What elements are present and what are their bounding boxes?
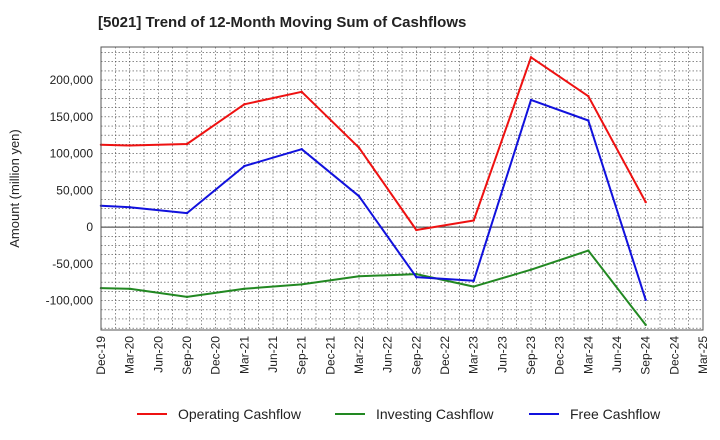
- data-point-operating-cashflow: [300, 90, 303, 94]
- data-point-operating-cashflow: [644, 200, 647, 204]
- x-tick-label: Dec-23: [553, 336, 567, 375]
- y-tick-label: 100,000: [50, 147, 94, 161]
- data-point-investing-cashflow: [587, 249, 590, 252]
- x-tick-label: Dec-21: [323, 336, 337, 375]
- y-tick-label: -100,000: [46, 294, 94, 308]
- data-point-operating-cashflow: [529, 56, 533, 59]
- x-tick-label: Mar-20: [123, 336, 137, 374]
- x-tick-label: Jun-23: [495, 336, 509, 373]
- y-tick-label: 200,000: [50, 73, 94, 87]
- data-point-operating-cashflow: [415, 228, 418, 232]
- data-point-investing-cashflow: [300, 283, 303, 286]
- series-layer: [99, 56, 647, 327]
- x-tick-label: Dec-22: [438, 336, 452, 375]
- data-point-free-cashflow: [529, 98, 533, 102]
- data-point-free-cashflow: [644, 298, 647, 302]
- data-point-operating-cashflow: [357, 146, 361, 149]
- x-tick-label: Dec-24: [667, 336, 681, 375]
- data-point-free-cashflow: [128, 206, 131, 209]
- y-tick-labels: -100,000 -50,000 0 50,000 100,000 150,000 200,…: [46, 73, 94, 308]
- legend: Operating Cashflow Investing Cashflow Free…: [137, 406, 661, 422]
- y-tick-label: -50,000: [52, 257, 93, 271]
- legend-label-operating-cashflow: Operating Cashflow: [178, 406, 302, 422]
- y-tick-label: 0: [86, 220, 93, 234]
- data-point-investing-cashflow: [529, 268, 533, 271]
- data-point-investing-cashflow: [185, 295, 189, 299]
- data-point-free-cashflow: [357, 195, 361, 198]
- data-point-free-cashflow: [587, 119, 590, 122]
- x-tick-label: Mar-22: [352, 336, 366, 374]
- x-tick-labels: Dec-19 Mar-20 Jun-20 Sep-20 Dec-20 Mar-21 Jun-…: [94, 336, 710, 375]
- y-tick-label: 150,000: [50, 110, 94, 124]
- data-point-operating-cashflow: [128, 144, 131, 147]
- data-point-investing-cashflow: [357, 275, 361, 278]
- x-tick-label: Jun-22: [381, 336, 395, 373]
- x-tick-label: Jun-24: [610, 336, 624, 373]
- data-point-investing-cashflow: [243, 287, 246, 291]
- data-point-operating-cashflow: [243, 103, 246, 106]
- x-tick-label: Mar-24: [581, 336, 595, 374]
- x-tick-label: Jun-21: [266, 336, 280, 373]
- y-axis-label: Amount (million yen): [7, 129, 22, 248]
- data-point-free-cashflow: [300, 147, 303, 151]
- chart-title: [5021] Trend of 12-Month Moving Sum of C…: [98, 14, 467, 31]
- legend-label-free-cashflow: Free Cashflow: [570, 406, 661, 422]
- x-tick-label: Mar-21: [237, 336, 251, 374]
- data-point-free-cashflow: [472, 279, 475, 282]
- x-tick-label: Dec-19: [94, 336, 108, 375]
- data-point-investing-cashflow: [128, 287, 131, 291]
- x-tick-label: Sep-22: [409, 336, 423, 375]
- grid-layer: [100, 47, 704, 330]
- x-tick-label: Dec-20: [209, 336, 223, 375]
- x-tick-label: Jun-20: [151, 336, 165, 373]
- x-tick-label: Sep-23: [524, 336, 538, 375]
- data-point-investing-cashflow: [472, 285, 475, 288]
- data-point-operating-cashflow: [185, 142, 189, 146]
- data-point-investing-cashflow: [644, 323, 647, 327]
- data-point-free-cashflow: [185, 211, 189, 215]
- legend-label-investing-cashflow: Investing Cashflow: [376, 406, 494, 422]
- series-line-free-cashflow: [100, 98, 647, 301]
- data-point-operating-cashflow: [587, 95, 590, 98]
- x-tick-label: Sep-21: [295, 336, 309, 375]
- x-tick-label: Sep-24: [639, 336, 653, 375]
- y-tick-label: 50,000: [56, 183, 93, 197]
- x-tick-label: Sep-20: [180, 336, 194, 375]
- x-tick-label: Mar-23: [467, 336, 481, 374]
- data-point-free-cashflow: [415, 275, 418, 279]
- data-point-operating-cashflow: [472, 219, 475, 222]
- plot-frame: [100, 46, 704, 331]
- data-point-free-cashflow: [243, 164, 246, 168]
- x-tick-label: Mar-25: [696, 336, 710, 374]
